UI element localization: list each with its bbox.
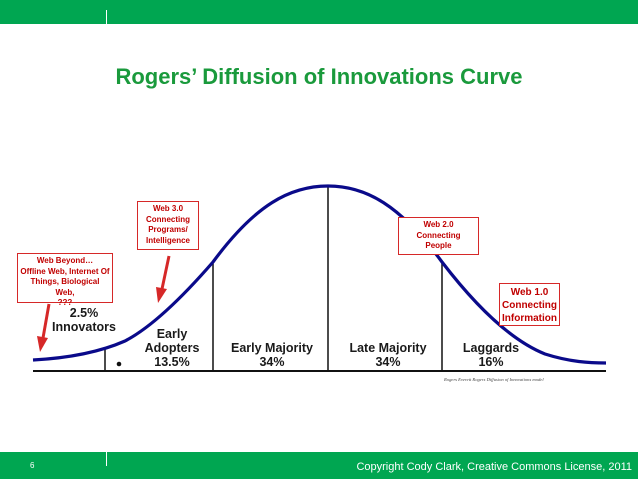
late-majority-label: Late Majority — [349, 341, 427, 355]
callout-web-beyond-line-3: Things, Biological Web, — [30, 277, 100, 297]
late-majority-percent: 34% — [375, 355, 401, 369]
callout-web1-line-2: Connecting — [502, 300, 557, 311]
footer-divider — [106, 452, 107, 466]
segment-early-adopters: Early Adopters 13.5% — [132, 327, 212, 369]
callout-web1: Web 1.0 Connecting Information — [499, 283, 560, 326]
footer-bar: 6 Copyright Cody Clark, Creative Commons… — [0, 452, 638, 479]
callout-web3-line-1: Web 3.0 — [152, 204, 184, 213]
callout-web3-line-2: Connecting — [146, 214, 190, 224]
callout-web2-line-1: Web 2.0 — [423, 220, 454, 229]
laggards-label: Laggards — [462, 341, 520, 355]
top-bar-divider — [106, 10, 107, 24]
arrow-web-beyond-head — [37, 336, 48, 352]
segment-laggards: Laggards 16% — [446, 341, 536, 369]
early-adopters-label-1: Early — [156, 327, 188, 341]
callout-web1-line-1: Web 1.0 — [510, 287, 549, 298]
segment-early-majority: Early Majority 34% — [218, 341, 326, 369]
segment-innovators: 2.5% Innovators — [45, 306, 123, 334]
callout-web3-line-3: Programs/ — [148, 225, 188, 234]
page-number: 6 — [30, 461, 35, 470]
segment-late-majority: Late Majority 34% — [335, 341, 441, 369]
callout-web-beyond-line-2: Offline Web, Internet Of — [20, 266, 110, 276]
arrow-web-beyond-shaft — [41, 303, 51, 339]
early-adopters-label-2: Adopters — [144, 341, 200, 355]
callout-web2-line-2: Connecting — [416, 230, 461, 240]
bell-curve — [32, 184, 607, 365]
callout-web-beyond-line-4: ??? — [57, 298, 73, 307]
innovators-label: Innovators — [52, 320, 116, 334]
callout-web-beyond: Web Beyond… Offline Web, Internet Of Thi… — [17, 253, 113, 307]
callout-web3: Web 3.0 Connecting Programs/ Intelligenc… — [137, 201, 199, 250]
top-bar — [0, 0, 638, 24]
arrow-web3-head — [156, 287, 167, 303]
slide-title: Rogers’ Diffusion of Innovations Curve — [115, 64, 523, 89]
source-citation: Rogers Everett Rogers Diffusion of Innov… — [444, 377, 544, 382]
callout-web2: Web 2.0 Connecting People — [398, 217, 479, 255]
callout-web1-line-3: Information — [502, 313, 557, 324]
early-adopters-percent: 13.5% — [154, 355, 190, 369]
callout-web-beyond-line-1: Web Beyond… — [36, 256, 94, 265]
callout-web2-line-3: People — [425, 241, 452, 250]
laggards-percent: 16% — [478, 355, 504, 369]
innovators-percent: 2.5% — [69, 306, 99, 320]
curve-point-dot — [116, 361, 122, 367]
callout-web3-line-4: Intelligence — [145, 235, 190, 245]
copyright-notice: Copyright Cody Clark, Creative Commons L… — [356, 461, 632, 473]
arrow-web3-shaft — [160, 255, 171, 290]
early-majority-percent: 34% — [259, 355, 285, 369]
early-majority-label: Early Majority — [231, 341, 313, 355]
